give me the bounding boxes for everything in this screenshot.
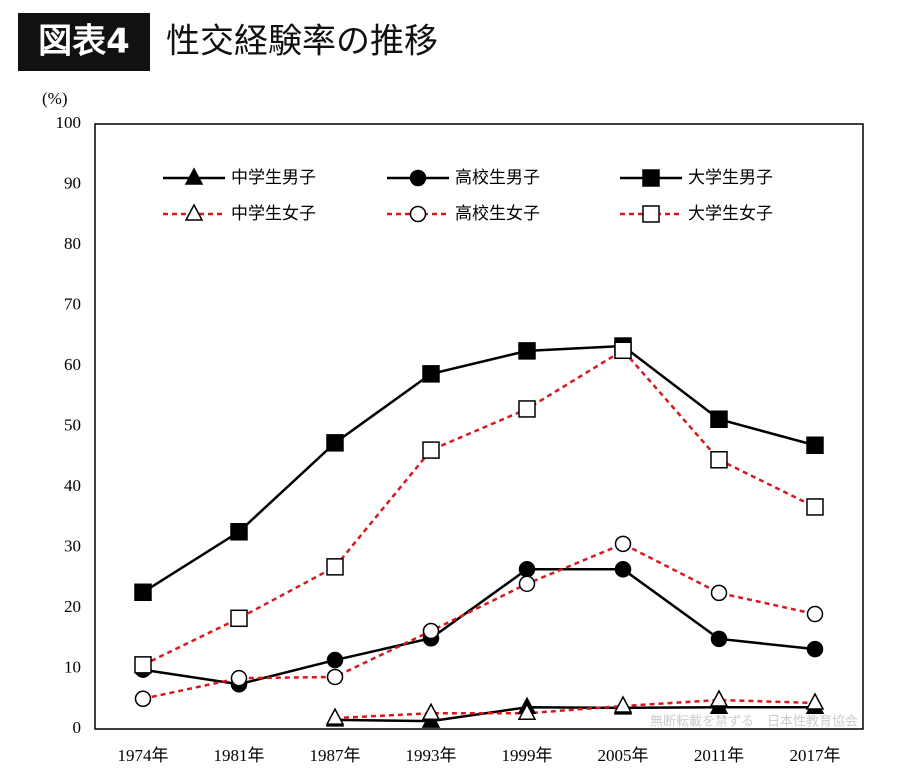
marker <box>614 561 632 578</box>
marker <box>614 535 632 553</box>
y-tick-label: 70 <box>64 294 81 313</box>
x-tick-label: 1987年 <box>310 746 361 765</box>
legend-label: 高校生女子 <box>455 204 540 224</box>
x-tick-label: 1999年 <box>502 746 553 765</box>
y-tick-label: 50 <box>64 415 81 434</box>
marker <box>518 575 536 593</box>
marker <box>230 609 248 628</box>
y-tick-label: 30 <box>64 536 81 555</box>
y-tick-label: 40 <box>64 476 81 495</box>
marker <box>422 365 440 383</box>
legend-marker <box>184 167 204 185</box>
marker <box>422 622 440 640</box>
marker <box>806 605 824 623</box>
y-tick-label: 10 <box>64 657 81 676</box>
title-badge-box <box>18 13 150 71</box>
legend-marker <box>642 205 660 223</box>
series-line <box>334 705 815 723</box>
y-tick-label: 20 <box>64 597 81 616</box>
legend-label: 大学生女子 <box>688 204 773 224</box>
marker <box>325 707 345 725</box>
legend-label: 大学生男子 <box>688 168 773 188</box>
marker <box>421 702 441 721</box>
title-badge: 図表4 <box>38 22 130 62</box>
x-tick-label: 2005年 <box>598 746 649 765</box>
marker <box>326 434 344 452</box>
y-tick-label: 90 <box>64 173 81 192</box>
y-unit: (%) <box>42 89 67 108</box>
marker <box>422 441 440 459</box>
marker <box>517 702 537 721</box>
marker <box>230 669 248 687</box>
marker <box>326 558 344 576</box>
legend-marker <box>642 169 660 187</box>
legend-marker <box>409 169 427 187</box>
legend-label: 中学生男子 <box>231 168 316 188</box>
x-tick-label: 1974年 <box>118 746 169 765</box>
legend-marker <box>409 205 427 223</box>
legend-marker <box>184 203 204 221</box>
marker <box>806 436 824 455</box>
legend-label: 高校生男子 <box>455 168 540 188</box>
marker <box>806 498 824 516</box>
marker <box>805 692 825 710</box>
marker <box>613 695 633 713</box>
series-line <box>334 698 816 720</box>
legend-label: 中学生女子 <box>231 204 316 224</box>
chart-title: 性交経験率の推移 <box>166 22 438 62</box>
marker <box>518 342 536 360</box>
series-line <box>142 344 816 594</box>
marker <box>518 400 536 418</box>
marker <box>326 651 344 669</box>
marker <box>326 668 344 686</box>
marker <box>806 640 824 658</box>
marker <box>710 451 728 469</box>
x-tick-label: 2011年 <box>694 746 744 765</box>
marker <box>230 523 248 541</box>
marker <box>134 583 152 602</box>
x-tick-label: 1993年 <box>406 746 457 765</box>
series-line <box>142 348 816 666</box>
marker <box>134 656 152 674</box>
marker <box>710 410 728 428</box>
x-tick-label: 2017年 <box>790 746 841 765</box>
marker <box>709 689 729 707</box>
series-line <box>142 568 816 686</box>
x-tick-label: 1981年 <box>214 746 265 765</box>
marker <box>710 584 728 602</box>
plot-frame <box>94 123 864 730</box>
y-tick-label: 60 <box>64 355 81 374</box>
marker <box>710 630 728 648</box>
y-tick-label: 80 <box>64 234 81 253</box>
series-line <box>142 542 816 700</box>
y-tick-label: 100 <box>56 113 82 132</box>
y-tick-label: 0 <box>73 718 82 737</box>
marker <box>518 561 536 578</box>
watermark: 無断転載を禁ずる 日本性教育協会 <box>650 714 858 730</box>
marker <box>614 341 632 360</box>
marker <box>134 690 152 707</box>
